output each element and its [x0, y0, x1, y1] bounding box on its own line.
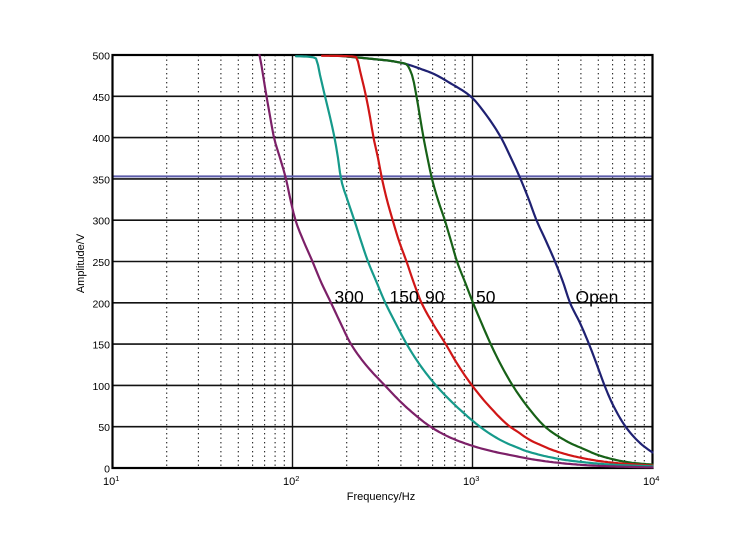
svg-text:150: 150	[390, 287, 419, 307]
svg-text:350: 350	[92, 174, 110, 186]
svg-text:100: 100	[92, 381, 110, 393]
svg-text:90: 90	[425, 287, 445, 307]
svg-text:Open: Open	[576, 287, 619, 307]
svg-text:200: 200	[92, 298, 110, 310]
svg-text:150: 150	[92, 340, 110, 352]
svg-text:50: 50	[476, 287, 496, 307]
svg-text:450: 450	[92, 92, 110, 104]
svg-text:0: 0	[104, 464, 110, 476]
svg-text:50: 50	[98, 422, 110, 434]
svg-text:Frequency/Hz: Frequency/Hz	[347, 491, 415, 503]
svg-text:300: 300	[92, 216, 110, 228]
svg-text:250: 250	[92, 257, 110, 269]
svg-text:300: 300	[335, 287, 364, 307]
svg-text:Amplitude/V: Amplitude/V	[75, 233, 87, 293]
svg-text:500: 500	[92, 51, 110, 63]
svg-text:400: 400	[92, 133, 110, 145]
